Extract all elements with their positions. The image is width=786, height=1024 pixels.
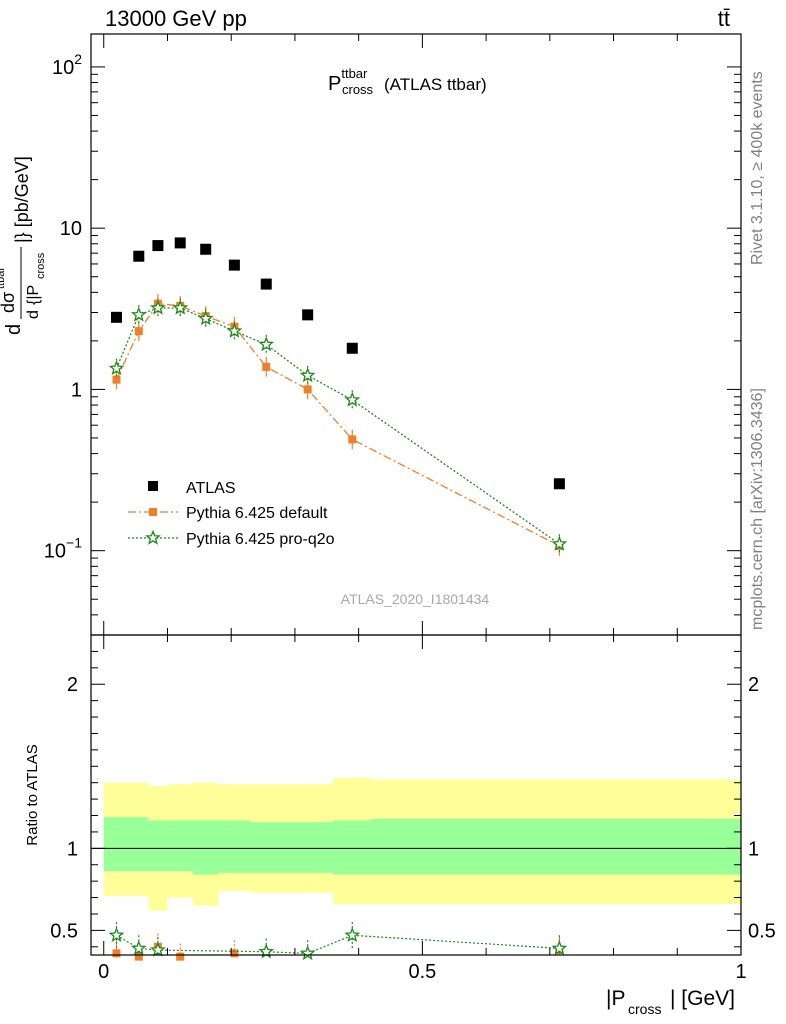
data-point-atlas: [200, 243, 212, 255]
header-process-label: tt̄: [718, 6, 730, 31]
legend-label-pythia-proq2o: Pythia 6.425 pro-q2o: [186, 531, 335, 548]
data-point-pythia-proq2o: [130, 306, 147, 322]
ratio-point-pythia-default: [230, 949, 239, 958]
ylabel-d-denominator: d: [25, 310, 42, 319]
rivet-version-label: Rivet 3.1.10, ≥ 400k events: [749, 71, 766, 265]
legend-label-pythia-default: Pythia 6.425 default: [186, 505, 328, 522]
ratio-point-pythia-proq2o: [150, 941, 166, 957]
ratio-band-stat-uncertainty: [103, 817, 741, 875]
ratio-y-tick-label-right: 1: [748, 838, 759, 860]
data-point-atlas: [553, 478, 565, 490]
data-point-pythia-proq2o: [197, 310, 214, 326]
xlabel-sub: cross: [628, 1001, 661, 1017]
ylabel-dsigma: dσ: [0, 292, 18, 313]
legend-marker-atlas: [148, 481, 158, 491]
data-point-atlas: [346, 342, 358, 354]
main-y-tick-label: 1: [71, 379, 82, 401]
x-tick-label: 1: [735, 961, 746, 983]
main-y-tick-label: 102: [52, 51, 82, 79]
main-y-tick-label: 10−1: [44, 535, 82, 563]
ratio-y-tick-label-left: 0.5: [50, 920, 78, 942]
data-point-pythia-proq2o: [108, 360, 125, 376]
header-energy-label: 13000 GeV pp: [105, 6, 247, 31]
ylabel-brace: {|P: [25, 285, 42, 305]
ylabel-tail: |} [pb/GeV]: [12, 156, 32, 243]
data-point-pythia-proq2o: [551, 535, 568, 551]
legend: ATLAS Pythia 6.425 default Pythia 6.425 …: [128, 480, 335, 548]
ylabel-d-numerator: d: [3, 324, 25, 335]
ratio-y-tick-label-right: 2: [748, 674, 759, 696]
ratio-point-pythia-proq2o: [551, 940, 568, 956]
data-point-atlas: [133, 250, 145, 262]
main-y-tick-label: 10: [60, 218, 82, 240]
data-point-pythia-proq2o: [344, 391, 361, 407]
data-point-atlas: [110, 311, 122, 323]
data-point-pythia-default: [112, 375, 121, 384]
ratio-point-pythia-default: [134, 952, 143, 961]
main-y-axis-label: d dσ ttbar d {|P cross |} [pb/GeV]: [0, 156, 47, 335]
plot-title: Pttbar: [328, 66, 368, 95]
ratio-y-tick-label-left: 2: [67, 674, 78, 696]
data-point-atlas: [228, 259, 240, 271]
ratio-point-pythia-proq2o: [299, 945, 316, 961]
main-plot-marks: [108, 237, 568, 556]
ratio-plot-frame: [90, 634, 742, 956]
main-panel: 10−1 1 10 102 Pttbar cross (ATLAS ttbar) AT…: [0, 33, 742, 636]
ratio-point-pythia-proq2o: [108, 927, 125, 943]
data-point-atlas: [174, 237, 186, 249]
plot-title-suffix: (ATLAS ttbar): [384, 75, 487, 94]
ratio-axis-ticks: 0.5 0.51 12 20 0.5 1: [50, 635, 776, 983]
mcplots-label: mcplots.cern.ch [arXiv:1306.3436]: [749, 388, 766, 630]
data-point-pythia-proq2o: [172, 299, 189, 315]
data-point-pythia-default: [134, 327, 143, 336]
ratio-y-tick-label-left: 1: [67, 838, 78, 860]
ylabel-sigma-sup: ttbar: [0, 267, 7, 289]
data-point-atlas: [152, 240, 164, 252]
series-line-2: [115, 307, 560, 545]
data-point-pythia-proq2o: [258, 336, 275, 352]
plot-title-sup: ttbar: [341, 66, 368, 81]
data-point-atlas: [260, 278, 272, 290]
ratio-line-pythia-proq2o: [116, 934, 560, 955]
legend-label-atlas: ATLAS: [186, 480, 236, 497]
ratio-panel: 0.5 0.51 12 20 0.5 1 Ratio to ATLAS |P cross …: [24, 634, 776, 1017]
ratio-y-tick-label-right: 0.5: [748, 920, 776, 942]
x-tick-label: 0.5: [408, 961, 436, 983]
ratio-point-pythia-proq2o: [130, 940, 147, 956]
x-axis-label: |P cross | [GeV]: [606, 987, 735, 1017]
data-point-pythia-default: [348, 435, 357, 444]
data-point-pythia-default: [262, 362, 271, 371]
ratio-point-pythia-default: [176, 952, 185, 961]
plot-title-sub: cross: [342, 82, 374, 97]
xlabel-pre: |P: [606, 987, 625, 1010]
ratio-point-pythia-proq2o: [344, 927, 361, 943]
legend-marker-pythia-proq2o: [145, 529, 161, 545]
data-point-pythia-default: [303, 385, 312, 394]
xlabel-post: | [GeV]: [670, 987, 735, 1010]
data-point-pythia-proq2o: [299, 367, 316, 383]
ratio-y-axis-label: Ratio to ATLAS: [24, 744, 41, 845]
ratio-plot-marks: [91, 777, 741, 961]
data-point-pythia-proq2o: [226, 322, 243, 338]
ratio-point-pythia-default: [112, 949, 121, 958]
main-axis-ticks: 10−1 1 10 102: [44, 34, 742, 636]
analysis-watermark: ATLAS_2020_I1801434: [341, 591, 490, 607]
data-point-pythia-proq2o: [150, 299, 166, 315]
data-point-atlas: [302, 309, 314, 321]
legend-marker-pythia-default: [149, 508, 157, 516]
series-line-1: [115, 303, 560, 547]
ylabel-sub: cross: [35, 252, 47, 279]
x-tick-label: 0: [98, 961, 109, 983]
plot-title-main: P: [328, 73, 341, 95]
